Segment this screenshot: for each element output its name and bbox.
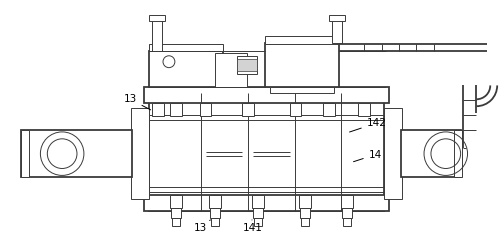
Bar <box>199 103 211 116</box>
Text: 14: 14 <box>353 150 381 162</box>
Bar <box>301 218 309 226</box>
Bar <box>332 19 341 43</box>
Bar <box>209 195 221 208</box>
Bar <box>400 130 460 177</box>
Bar <box>149 93 384 211</box>
Bar <box>144 195 389 211</box>
Text: 13: 13 <box>123 94 150 110</box>
Bar <box>384 108 401 199</box>
Bar <box>149 15 165 21</box>
Bar <box>171 218 179 226</box>
Bar <box>269 87 333 93</box>
Bar <box>254 218 262 226</box>
Bar <box>289 103 301 116</box>
Bar <box>21 130 132 177</box>
Bar <box>265 36 338 44</box>
Bar <box>149 44 223 51</box>
Text: 142: 142 <box>349 118 386 132</box>
Bar <box>131 108 149 199</box>
Bar <box>329 15 344 21</box>
Bar <box>211 218 219 226</box>
Bar <box>169 195 181 208</box>
Bar <box>152 19 162 51</box>
Bar <box>210 208 220 218</box>
Bar <box>152 103 164 116</box>
Bar <box>323 103 334 116</box>
Bar <box>215 53 246 87</box>
Bar <box>252 195 264 208</box>
Bar <box>236 56 257 74</box>
Bar <box>357 103 369 116</box>
Bar <box>253 208 263 218</box>
Bar <box>341 208 351 218</box>
Bar <box>170 208 180 218</box>
Bar <box>453 130 461 177</box>
Bar <box>241 103 254 116</box>
Bar <box>149 51 223 87</box>
Bar <box>299 195 311 208</box>
Text: 13: 13 <box>193 220 210 233</box>
Bar <box>340 195 352 208</box>
Bar <box>342 218 350 226</box>
Bar <box>21 130 29 177</box>
Bar <box>265 43 338 87</box>
Bar <box>169 103 181 116</box>
Text: 141: 141 <box>242 220 263 233</box>
Bar <box>236 59 257 71</box>
Bar <box>144 87 389 103</box>
Bar <box>300 208 310 218</box>
